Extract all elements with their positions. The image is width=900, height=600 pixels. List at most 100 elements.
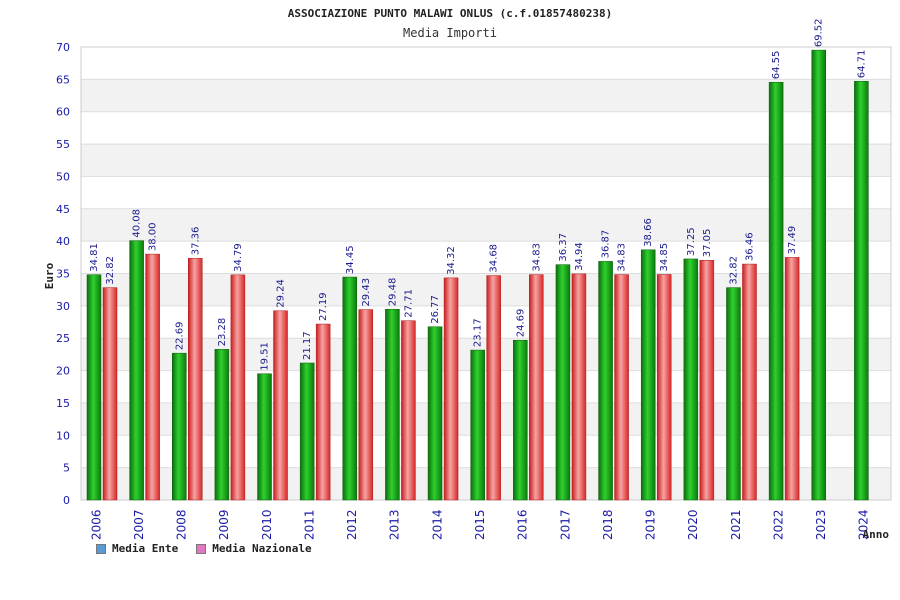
- data-label: 36.46: [744, 232, 755, 261]
- legend-label-media-ente: Media Ente: [112, 542, 179, 555]
- x-tick-label: 2024: [857, 509, 871, 540]
- y-tick-label: 45: [56, 203, 70, 216]
- bar-media-ente: [342, 276, 358, 501]
- data-label: 38.66: [643, 218, 654, 247]
- bar-media-ente: [172, 352, 187, 501]
- data-label: 23.28: [217, 318, 228, 347]
- x-tick-label: 2010: [260, 509, 274, 540]
- y-tick-label: 10: [56, 429, 70, 442]
- bar-media-nazionale: [656, 274, 672, 501]
- data-label: 21.17: [302, 331, 313, 360]
- chart-subtitle: Media Importi: [403, 26, 497, 40]
- x-tick-label: 2019: [644, 509, 658, 540]
- bar-media-nazionale: [230, 274, 246, 501]
- x-tick-label: 2008: [175, 509, 189, 540]
- x-axis: 2006 2007 2008 2009 2010 2011 2012 2013 2014 2015…: [89, 509, 870, 540]
- chart-title: ASSOCIAZIONE PUNTO MALAWI ONLUS (c.f.018…: [288, 7, 613, 20]
- legend: Media Ente Media Nazionale: [96, 542, 312, 555]
- x-tick-label: 2014: [430, 509, 444, 540]
- data-label: 34.83: [617, 243, 628, 272]
- bars-group: 34.81 32.82 40.08 38.00 22.69 37.36 23.28 34.79…: [86, 18, 869, 501]
- x-tick-label: 2012: [345, 509, 359, 540]
- data-label: 40.08: [132, 209, 143, 238]
- data-label: 29.24: [276, 279, 287, 308]
- y-tick-label: 15: [56, 397, 70, 410]
- plot-band: [81, 144, 891, 177]
- data-label: 34.83: [531, 243, 542, 272]
- y-tick-label: 5: [63, 462, 70, 475]
- x-tick-label: 2006: [89, 509, 103, 540]
- data-label: 37.25: [686, 227, 697, 256]
- y-tick-label: 35: [56, 268, 70, 281]
- data-label: 26.77: [430, 295, 441, 324]
- bar-media-ente: [385, 308, 400, 501]
- data-label: 24.69: [515, 309, 526, 338]
- bar-media-ente: [811, 49, 826, 501]
- bar-media-ente: [214, 349, 230, 501]
- x-tick-label: 2017: [558, 509, 572, 540]
- x-tick-label: 2009: [217, 509, 231, 540]
- bar-media-nazionale: [358, 309, 374, 501]
- bar-media-ente: [598, 261, 613, 501]
- x-axis-label: Anno: [863, 528, 890, 541]
- plot-band: [81, 176, 891, 209]
- bar-media-ente: [470, 349, 485, 501]
- data-label: 64.71: [856, 50, 867, 79]
- bar-media-ente: [683, 258, 699, 501]
- x-tick-label: 2020: [686, 509, 700, 540]
- plot-band: [81, 79, 891, 112]
- y-axis: 0 5 10 15 20 25 30 35 40 45 50 55 60 65 70: [56, 41, 70, 507]
- bar-media-ente: [257, 373, 272, 501]
- data-label: 36.87: [601, 230, 612, 259]
- data-label: 27.71: [403, 289, 414, 318]
- data-label: 69.52: [814, 18, 825, 47]
- data-label: 38.00: [148, 222, 159, 251]
- bar-media-nazionale: [315, 323, 331, 501]
- legend-swatch-media-ente: [96, 543, 106, 554]
- y-tick-label: 20: [56, 365, 70, 378]
- y-tick-label: 70: [56, 41, 70, 54]
- bar-media-nazionale: [699, 259, 715, 501]
- data-label: 29.48: [387, 278, 398, 307]
- legend-item-media-ente: Media Ente: [96, 542, 178, 555]
- data-label: 37.49: [787, 226, 798, 255]
- bar-media-ente: [129, 240, 144, 501]
- data-label: 34.81: [89, 243, 100, 272]
- x-tick-label: 2016: [516, 509, 530, 540]
- bar-media-nazionale: [188, 257, 203, 501]
- y-tick-label: 25: [56, 332, 70, 345]
- data-label: 29.43: [361, 278, 372, 307]
- legend-swatch-media-nazionale: [196, 543, 207, 554]
- data-label: 32.82: [105, 256, 116, 285]
- bar-media-ente: [555, 264, 571, 501]
- y-axis-label: Euro: [43, 262, 56, 289]
- x-tick-label: 2015: [473, 509, 487, 540]
- bar-media-nazionale: [486, 275, 501, 501]
- data-label: 27.19: [318, 292, 329, 321]
- data-label: 36.37: [558, 233, 569, 262]
- bar-media-nazionale: [145, 253, 160, 501]
- y-tick-label: 0: [63, 494, 70, 507]
- plot-band: [81, 208, 891, 242]
- data-label: 34.68: [489, 244, 500, 273]
- data-label: 34.94: [574, 242, 585, 271]
- bar-media-ente: [854, 80, 869, 501]
- plot-border: [80, 46, 892, 501]
- data-label: 37.05: [702, 229, 713, 258]
- y-tick-label: 30: [56, 300, 70, 313]
- bar-media-ente: [726, 287, 741, 501]
- bar-media-nazionale: [401, 320, 416, 501]
- bar-media-nazionale: [742, 263, 757, 501]
- bar-media-ente: [768, 82, 784, 501]
- x-tick-label: 2022: [771, 509, 785, 540]
- bar-media-nazionale: [784, 257, 800, 501]
- x-tick-label: 2021: [729, 509, 743, 540]
- x-tick-label: 2013: [388, 509, 402, 540]
- plot-band: [81, 111, 891, 145]
- plot-band: [81, 47, 891, 80]
- data-label: 34.85: [659, 243, 670, 272]
- y-tick-label: 55: [56, 138, 70, 151]
- bar-media-ente: [513, 339, 528, 501]
- y-tick-label: 50: [56, 170, 70, 183]
